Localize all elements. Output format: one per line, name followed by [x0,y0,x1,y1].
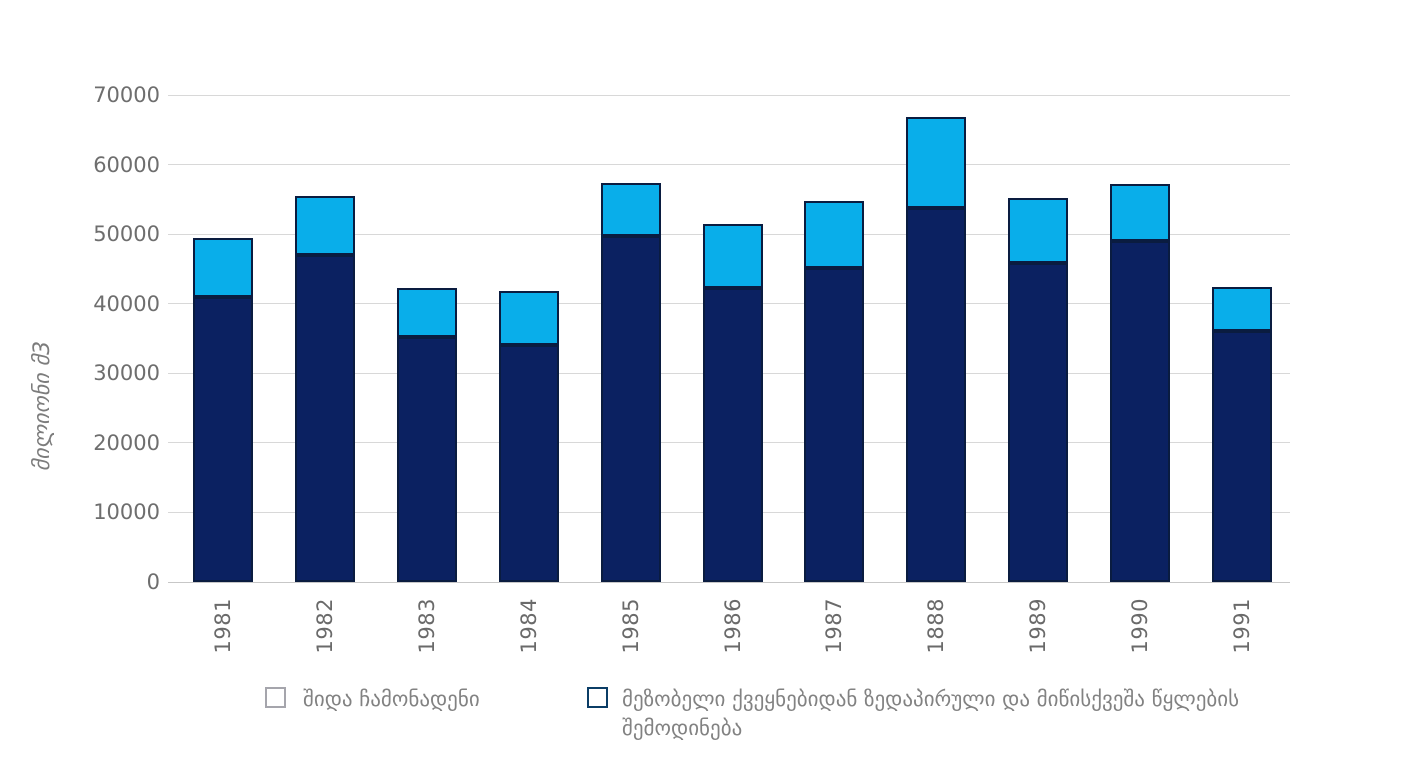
x-tick: 1985 [616,598,646,676]
y-tick-label: 40000 [93,291,160,316]
x-tick-label: 1991 [1230,598,1254,654]
bar-segment-neighbor-inflow [294,195,355,256]
bar-group-1981 [193,95,253,582]
bar-segment-neighbor-inflow [702,224,763,288]
bar-segment-inner-runoff [294,255,355,582]
y-tick-label: 30000 [93,361,160,386]
x-tick: 1984 [514,598,544,676]
y-tick-label: 0 [146,570,160,594]
legend-label-neighbor-inflow: მეზობელი ქვეყნებიდან ზედაპირული და მიწის… [622,687,1240,740]
bar-segment-neighbor-inflow [906,117,967,208]
x-tick-label: 1982 [312,598,337,654]
bar-segment-neighbor-inflow [498,291,559,345]
x-tick: 1987 [819,598,849,676]
bar-segment-neighbor-inflow [193,238,253,297]
legend-swatch-inner-runoff [265,687,286,708]
bar-segment-inner-runoff [1212,330,1272,582]
x-tick-label: 1888 [924,598,949,654]
bar-segment-neighbor-inflow [1110,184,1171,242]
y-axis-title: მილიონი მ3 [30,340,55,472]
x-tick-label: 1985 [618,598,643,654]
bar-group-1989 [1008,95,1069,582]
x-tick: 1888 [921,598,951,676]
x-tick-label: 1986 [720,598,745,654]
bar-group-1983 [396,95,457,582]
x-tick: 1983 [412,598,442,676]
x-tick-label: 1983 [414,598,439,654]
plot-area [168,94,1290,583]
x-tick: 1989 [1023,598,1053,676]
bar-segment-neighbor-inflow [600,182,661,236]
bar-segment-inner-runoff [804,268,865,582]
bar-segment-inner-runoff [1110,241,1171,582]
y-tick-label: 10000 [93,500,160,525]
bar-group-1987 [804,95,865,582]
bar-group-1888 [906,95,967,582]
bar-group-1982 [294,95,355,582]
legend-label-inner-runoff: შიდა ჩამონადენი [303,687,480,711]
gridline [168,94,1290,96]
x-tick: 1991 [1227,598,1257,676]
bar-segment-inner-runoff [498,344,559,582]
x-axis-line [168,581,1290,583]
y-tick-label: 60000 [93,152,160,177]
x-tick: 1990 [1125,598,1155,676]
bar-segment-neighbor-inflow [396,288,457,338]
bar-group-1984 [498,95,559,582]
bar-group-1986 [702,95,763,582]
x-tick-label: 1984 [516,598,541,654]
gridline [168,164,1290,166]
legend-swatch-neighbor-inflow [587,687,608,708]
bar-segment-inner-runoff [600,235,661,582]
bar-group-1985 [600,95,661,582]
x-tick-label: 1981 [211,598,235,654]
x-tick-label: 1987 [822,598,847,654]
x-tick-label: 1990 [1128,598,1153,654]
bar-segment-neighbor-inflow [804,200,865,269]
y-tick-label: 70000 [93,83,160,107]
bar-segment-neighbor-inflow [1008,197,1069,264]
y-tick-label: 50000 [93,222,160,247]
bar-segment-inner-runoff [906,207,967,582]
x-tick-label: 1989 [1026,598,1051,654]
bar-group-1991 [1212,95,1272,582]
bar-segment-inner-runoff [193,296,253,582]
bar-segment-inner-runoff [396,337,457,582]
bar-segment-inner-runoff [1008,263,1069,582]
bar-segment-neighbor-inflow [1212,287,1272,331]
bar-group-1990 [1110,95,1171,582]
y-tick-label: 20000 [93,430,160,455]
x-tick: 1986 [718,598,748,676]
x-tick: 1981 [208,598,238,676]
bar-segment-inner-runoff [702,287,763,582]
x-tick: 1982 [310,598,340,676]
